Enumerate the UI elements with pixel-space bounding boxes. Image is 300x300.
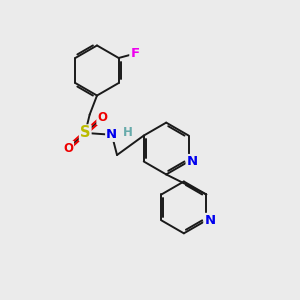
Text: N: N xyxy=(204,214,215,227)
Text: O: O xyxy=(63,142,73,155)
Text: H: H xyxy=(123,125,133,139)
Text: N: N xyxy=(106,128,117,141)
Text: S: S xyxy=(80,125,91,140)
Text: N: N xyxy=(187,155,198,168)
Text: F: F xyxy=(130,47,140,60)
Text: O: O xyxy=(97,111,107,124)
